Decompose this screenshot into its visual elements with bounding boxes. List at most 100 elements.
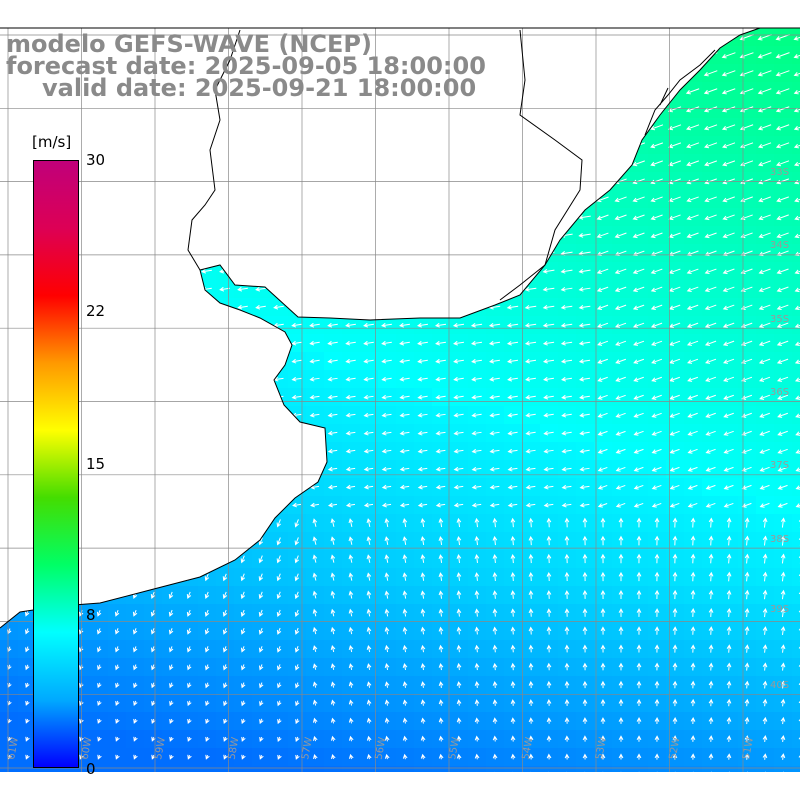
wind-arrow <box>3 196 14 202</box>
wind-cell <box>90 568 109 587</box>
wind-arrow <box>272 161 285 166</box>
wind-arrow <box>632 214 645 221</box>
wind-arrow <box>579 376 591 382</box>
wind-arrow <box>543 412 554 418</box>
wind-arrow <box>600 517 606 528</box>
wind-arrow <box>363 340 374 346</box>
wind-arrow <box>578 340 591 346</box>
wind-cell <box>216 442 235 461</box>
wind-arrow <box>705 358 717 364</box>
wind-cell <box>396 766 415 772</box>
wind-arrow <box>222 609 228 617</box>
wind-cell <box>576 154 595 173</box>
wind-arrow <box>327 394 338 400</box>
wind-cell <box>594 64 613 83</box>
wind-arrow <box>614 286 627 292</box>
wind-arrow <box>129 232 141 238</box>
wind-arrow <box>564 571 570 582</box>
wind-arrow <box>525 502 536 508</box>
wind-arrow <box>363 466 374 472</box>
wind-arrow <box>200 160 213 166</box>
wind-cell <box>792 676 800 695</box>
wind-arrow <box>456 626 462 635</box>
wind-arrow <box>618 517 624 528</box>
wind-arrow <box>258 519 263 528</box>
wind-arrow <box>78 519 84 528</box>
wind-arrow <box>255 286 266 292</box>
wind-arrow <box>74 142 87 148</box>
wind-arrow <box>528 571 534 582</box>
wind-arrow <box>704 178 717 185</box>
wind-arrow <box>777 448 788 454</box>
wind-arrow <box>366 518 372 527</box>
wind-arrow <box>345 484 356 490</box>
wind-arrow <box>202 484 211 490</box>
wind-arrow <box>398 125 411 130</box>
wind-arrow <box>686 142 700 149</box>
wind-arrow <box>762 735 768 742</box>
wind-arrow <box>453 376 464 382</box>
wind-arrow <box>543 430 554 436</box>
wind-cell <box>504 262 523 281</box>
wind-cell <box>504 226 523 245</box>
wind-arrow <box>492 662 498 671</box>
wind-arrow <box>775 34 790 41</box>
wind-arrow <box>255 340 266 346</box>
wind-arrow <box>21 196 33 202</box>
wind-arrow <box>470 215 483 220</box>
wind-arrow <box>708 771 714 772</box>
wind-arrow <box>577 143 592 148</box>
wind-cell <box>108 280 127 299</box>
wind-cell <box>0 190 19 209</box>
wind-arrow <box>294 627 300 635</box>
wind-arrow <box>295 718 300 725</box>
wind-arrow <box>223 700 228 707</box>
wind-arrow <box>255 394 266 400</box>
wind-arrow <box>636 771 642 772</box>
wind-arrow <box>686 232 699 239</box>
wind-cell <box>630 64 649 83</box>
wind-arrow <box>115 754 120 760</box>
wind-cell <box>0 424 19 443</box>
wind-arrow <box>112 466 121 472</box>
wind-arrow <box>546 735 552 742</box>
wind-cell <box>486 118 505 137</box>
wind-arrow <box>204 537 210 546</box>
wind-cell <box>216 190 235 209</box>
wind-arrow <box>294 609 300 618</box>
wind-arrow <box>456 644 462 653</box>
wind-arrow <box>775 142 790 149</box>
wind-arrow <box>183 430 194 436</box>
wind-arrow <box>596 106 610 113</box>
wind-arrow <box>366 554 372 563</box>
wind-arrow <box>78 555 84 564</box>
wind-cell <box>162 244 181 263</box>
wind-arrow <box>744 680 750 689</box>
wind-arrow <box>451 35 466 40</box>
wind-arrow <box>114 591 120 599</box>
wind-arrow <box>165 268 176 274</box>
wind-arrow <box>669 448 680 454</box>
wind-arrow <box>114 555 120 564</box>
wind-arrow <box>260 773 264 777</box>
wind-arrow <box>255 322 266 328</box>
wind-cell <box>270 208 289 227</box>
wind-arrow <box>380 304 393 310</box>
wind-cell <box>234 478 253 497</box>
wind-cell <box>0 352 19 371</box>
wind-cell <box>522 28 541 47</box>
wind-arrow <box>528 644 534 653</box>
wind-arrow <box>4 466 13 472</box>
wind-cell <box>234 424 253 443</box>
wind-cell <box>234 496 253 515</box>
wind-cell <box>594 46 613 65</box>
wind-arrow <box>434 232 447 238</box>
wind-arrow <box>362 214 375 220</box>
wind-arrow <box>308 143 321 148</box>
wind-arrow <box>795 412 800 418</box>
wind-cell <box>234 460 253 479</box>
wind-arrow <box>614 268 627 275</box>
wind-cell <box>90 118 109 137</box>
wind-cell <box>612 766 631 772</box>
wind-arrow <box>20 89 33 94</box>
